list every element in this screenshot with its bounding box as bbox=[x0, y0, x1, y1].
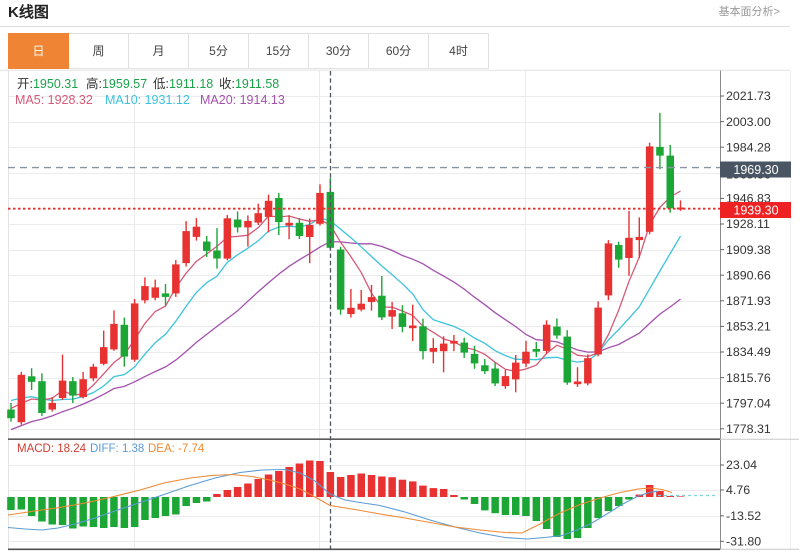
svg-text:DIFF: 1.38: DIFF: 1.38 bbox=[90, 443, 144, 455]
svg-text:-31.80: -31.80 bbox=[726, 535, 761, 549]
svg-text:4.76: 4.76 bbox=[726, 483, 750, 497]
svg-text:1815.76: 1815.76 bbox=[726, 371, 771, 385]
svg-text:开:1950.31: 开:1950.31 bbox=[17, 77, 78, 91]
svg-text:MA10: 1931.12: MA10: 1931.12 bbox=[105, 93, 190, 107]
svg-text:1797.04: 1797.04 bbox=[726, 396, 771, 410]
svg-text:MACD: 18.24: MACD: 18.24 bbox=[17, 443, 87, 455]
svg-text:1969.30: 1969.30 bbox=[733, 163, 778, 177]
svg-text:MA5: 1928.32: MA5: 1928.32 bbox=[15, 93, 93, 107]
svg-text:1928.11: 1928.11 bbox=[726, 217, 770, 231]
svg-text:1778.31: 1778.31 bbox=[726, 422, 771, 436]
svg-text:低:1911.18: 低:1911.18 bbox=[153, 77, 213, 91]
svg-text:1871.93: 1871.93 bbox=[726, 294, 771, 308]
svg-text:DEA: -7.74: DEA: -7.74 bbox=[148, 443, 205, 455]
svg-text:2003.00: 2003.00 bbox=[726, 115, 771, 129]
svg-text:1853.21: 1853.21 bbox=[726, 320, 771, 334]
svg-text:23.04: 23.04 bbox=[726, 458, 757, 472]
svg-text:1890.66: 1890.66 bbox=[726, 268, 771, 282]
svg-text:2021.73: 2021.73 bbox=[726, 89, 771, 103]
svg-text:-13.52: -13.52 bbox=[726, 509, 761, 523]
svg-text:1939.30: 1939.30 bbox=[733, 204, 778, 218]
svg-text:收:1911.58: 收:1911.58 bbox=[219, 77, 279, 91]
svg-text:1984.28: 1984.28 bbox=[726, 140, 771, 154]
svg-text:1834.49: 1834.49 bbox=[726, 345, 771, 359]
svg-text:高:1959.57: 高:1959.57 bbox=[86, 76, 147, 91]
svg-text:1909.38: 1909.38 bbox=[726, 243, 771, 257]
svg-text:MA20: 1914.13: MA20: 1914.13 bbox=[200, 93, 285, 107]
